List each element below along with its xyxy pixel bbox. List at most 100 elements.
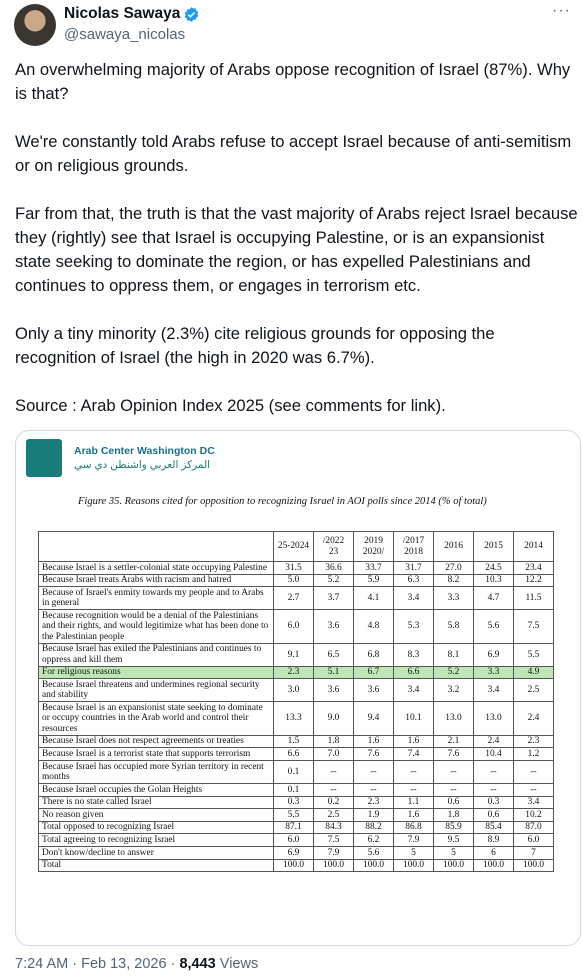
- cell: 6.9: [473, 642, 514, 667]
- date[interactable]: Feb 13, 2026: [81, 956, 167, 972]
- table-row: Because Israel has occupied more Syrian …: [38, 759, 554, 784]
- cell: 9.0: [313, 701, 354, 736]
- paragraph: Source : Arab Opinion Index 2025 (see co…: [15, 396, 446, 415]
- cell: --: [433, 759, 474, 784]
- cell: 8.2: [433, 573, 474, 588]
- cell: --: [353, 782, 394, 797]
- column-header: 2019 2020/: [353, 530, 394, 563]
- view-count: 8,443: [179, 956, 216, 972]
- row-label: Because Israel is a settler-colonial sta…: [38, 561, 274, 575]
- table-row: Total agreeing to recognizing Israel 6.0 7…: [38, 833, 554, 847]
- cell: 4.9: [513, 665, 554, 680]
- avatar[interactable]: [14, 4, 56, 46]
- table-row: No reason given 5.5 2.5 1.9 1.6 1.8 0.6 10.2: [38, 808, 554, 822]
- cell: 100.0: [313, 858, 354, 873]
- cell: 10.1: [393, 701, 434, 736]
- table-row: Because recognition would be a denial of…: [38, 609, 554, 644]
- row-label: Don't know/decline to answer: [38, 845, 274, 860]
- figure-caption: Figure 35. Reasons cited for opposition …: [78, 496, 487, 507]
- paragraph: Only a tiny minority (2.3%) cite religio…: [15, 324, 495, 367]
- cell: 1.2: [513, 747, 554, 761]
- cell: --: [313, 782, 354, 797]
- table-row: Because Israel is an expansionist state …: [38, 701, 554, 736]
- cell: 5.2: [433, 665, 474, 680]
- cell: 7.5: [513, 609, 554, 644]
- cell: 85.4: [473, 820, 514, 835]
- cell: 2.5: [513, 678, 554, 703]
- cell: --: [473, 759, 514, 784]
- cell: 6.0: [273, 609, 314, 644]
- cell: 4.1: [353, 586, 394, 611]
- cell: 7.0: [313, 747, 354, 761]
- cell: 5.3: [393, 609, 434, 644]
- cell: 5.2: [313, 573, 354, 588]
- cell: 2.7: [273, 586, 314, 611]
- cell: 5: [393, 845, 434, 860]
- handle[interactable]: @sawaya_nicolas: [64, 26, 186, 43]
- name-text[interactable]: Nicolas Sawaya: [64, 5, 181, 22]
- paragraph: An overwhelming majority of Arabs oppose…: [15, 60, 571, 103]
- row-label: Because Israel does not respect agreemen…: [38, 734, 274, 749]
- row-label: Total agreeing to recognizing Israel: [38, 833, 274, 847]
- cell: 31.7: [393, 561, 434, 575]
- cell: 5.8: [433, 609, 474, 644]
- data-table: 25-2024/2022 23 2019 2020//2017 2018 2016 2…: [38, 530, 554, 873]
- cell: 0.1: [273, 759, 314, 784]
- cell: --: [473, 782, 514, 797]
- cell: 27.0: [433, 561, 474, 575]
- cell: 88.2: [353, 820, 394, 835]
- row-label: Because of Israel's enmity towards my pe…: [38, 586, 274, 611]
- cell: 100.0: [473, 858, 514, 873]
- header-cell: [38, 530, 274, 563]
- column-header: /2022 23: [313, 530, 354, 563]
- column-header: 2014: [513, 530, 554, 563]
- cell: 1.8: [313, 734, 354, 749]
- column-header: 2015: [473, 530, 514, 563]
- table-row: Because Israel is a settler-colonial sta…: [38, 561, 554, 575]
- table-row: Because Israel threatens and undermines …: [38, 678, 554, 703]
- time[interactable]: 7:24 AM: [15, 956, 69, 972]
- cell: 4.7: [473, 586, 514, 611]
- cell: 33.7: [353, 561, 394, 575]
- display-name[interactable]: Nicolas Sawaya: [64, 5, 200, 23]
- cell: 8.1: [433, 642, 474, 667]
- cell: 1.6: [393, 734, 434, 749]
- views-label: Views: [219, 956, 259, 972]
- cell: 10.2: [513, 808, 554, 822]
- org-name: Arab Center Washington DC: [74, 445, 215, 457]
- paragraph: Far from that, the truth is that the vas…: [15, 204, 578, 295]
- cell: 86.8: [393, 820, 434, 835]
- column-header: /2017 2018: [393, 530, 434, 563]
- cell: 13.0: [433, 701, 474, 736]
- cell: 84.3: [313, 820, 354, 835]
- tweet-text: An overwhelming majority of Arabs oppose…: [15, 58, 580, 442]
- cell: 5.6: [473, 609, 514, 644]
- cell: 6: [473, 845, 514, 860]
- cell: 6.9: [273, 845, 314, 860]
- cell: 24.5: [473, 561, 514, 575]
- cell: 7.4: [393, 747, 434, 761]
- cell: --: [353, 759, 394, 784]
- cell: 0.6: [473, 808, 514, 822]
- column-header: 25-2024: [273, 530, 314, 563]
- cell: 100.0: [353, 858, 394, 873]
- cell: 5: [433, 845, 474, 860]
- cell: 3.4: [393, 678, 434, 703]
- more-button[interactable]: ···: [552, 2, 571, 19]
- header-row: 25-2024/2022 23 2019 2020//2017 2018 2016 2…: [38, 530, 554, 563]
- cell: 31.5: [273, 561, 314, 575]
- cell: 6.0: [273, 833, 314, 847]
- table-row: Because Israel is a terrorist state that…: [38, 747, 554, 761]
- attached-image[interactable]: Arab Center Washington DC المركز العربي …: [15, 430, 581, 946]
- cell: 1.6: [393, 808, 434, 822]
- cell: 100.0: [273, 858, 314, 873]
- cell: 4.8: [353, 609, 394, 644]
- cell: 3.4: [473, 678, 514, 703]
- row-label: There is no state called Israel: [38, 795, 274, 810]
- cell: 0.2: [313, 795, 354, 810]
- row-label: Because recognition would be a denial of…: [38, 609, 274, 644]
- row-label: Total: [38, 858, 274, 873]
- cell: 12.2: [513, 573, 554, 588]
- cell: 6.6: [273, 747, 314, 761]
